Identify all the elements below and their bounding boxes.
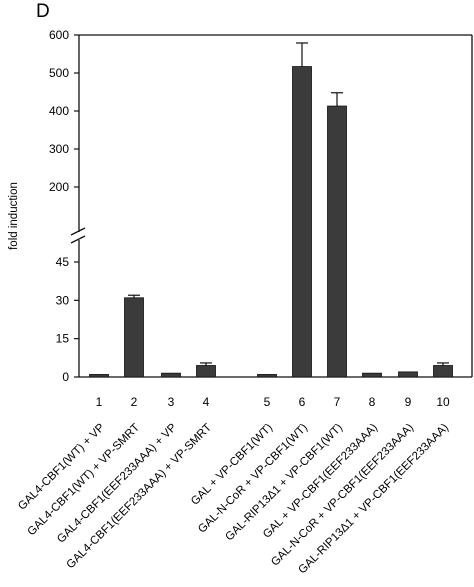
bar: [433, 365, 453, 378]
y-ticks-group: 200 300 400 500 600 0 15 30 45: [49, 28, 79, 384]
bar: [196, 365, 216, 378]
bar: [257, 374, 277, 378]
y-tick-label: 500: [49, 66, 69, 80]
bar: [398, 371, 418, 378]
y-tick-label: 600: [49, 28, 69, 42]
y-tick-label: 30: [56, 293, 70, 307]
y-tick-label: 200: [49, 180, 69, 194]
category-number: 7: [334, 395, 341, 409]
y-tick-label: 0: [62, 370, 69, 384]
category-number: 10: [436, 395, 450, 409]
category-number: 1: [96, 395, 103, 409]
category-number: 5: [264, 395, 271, 409]
bar: [362, 372, 382, 378]
panel-label: D: [36, 1, 50, 22]
bar: [327, 105, 347, 378]
y-tick-label: 45: [56, 255, 70, 269]
axis-break-mark-bottom: [70, 235, 86, 244]
bar: [124, 297, 144, 378]
category-number: 2: [131, 395, 138, 409]
category-number: 9: [405, 395, 412, 409]
bars-group: [89, 42, 453, 378]
y-tick-label: 300: [49, 142, 69, 156]
axis-break-mark-top: [70, 227, 86, 236]
category-number: 3: [168, 395, 175, 409]
y-tick-label: 400: [49, 104, 69, 118]
bar: [161, 372, 181, 378]
y-axis-label: fold induction: [8, 182, 20, 250]
category-number: 8: [369, 395, 376, 409]
bar: [89, 374, 109, 378]
category-number: 4: [203, 395, 210, 409]
category-number: 6: [299, 395, 306, 409]
bar: [292, 66, 312, 378]
y-tick-label: 15: [56, 332, 70, 346]
